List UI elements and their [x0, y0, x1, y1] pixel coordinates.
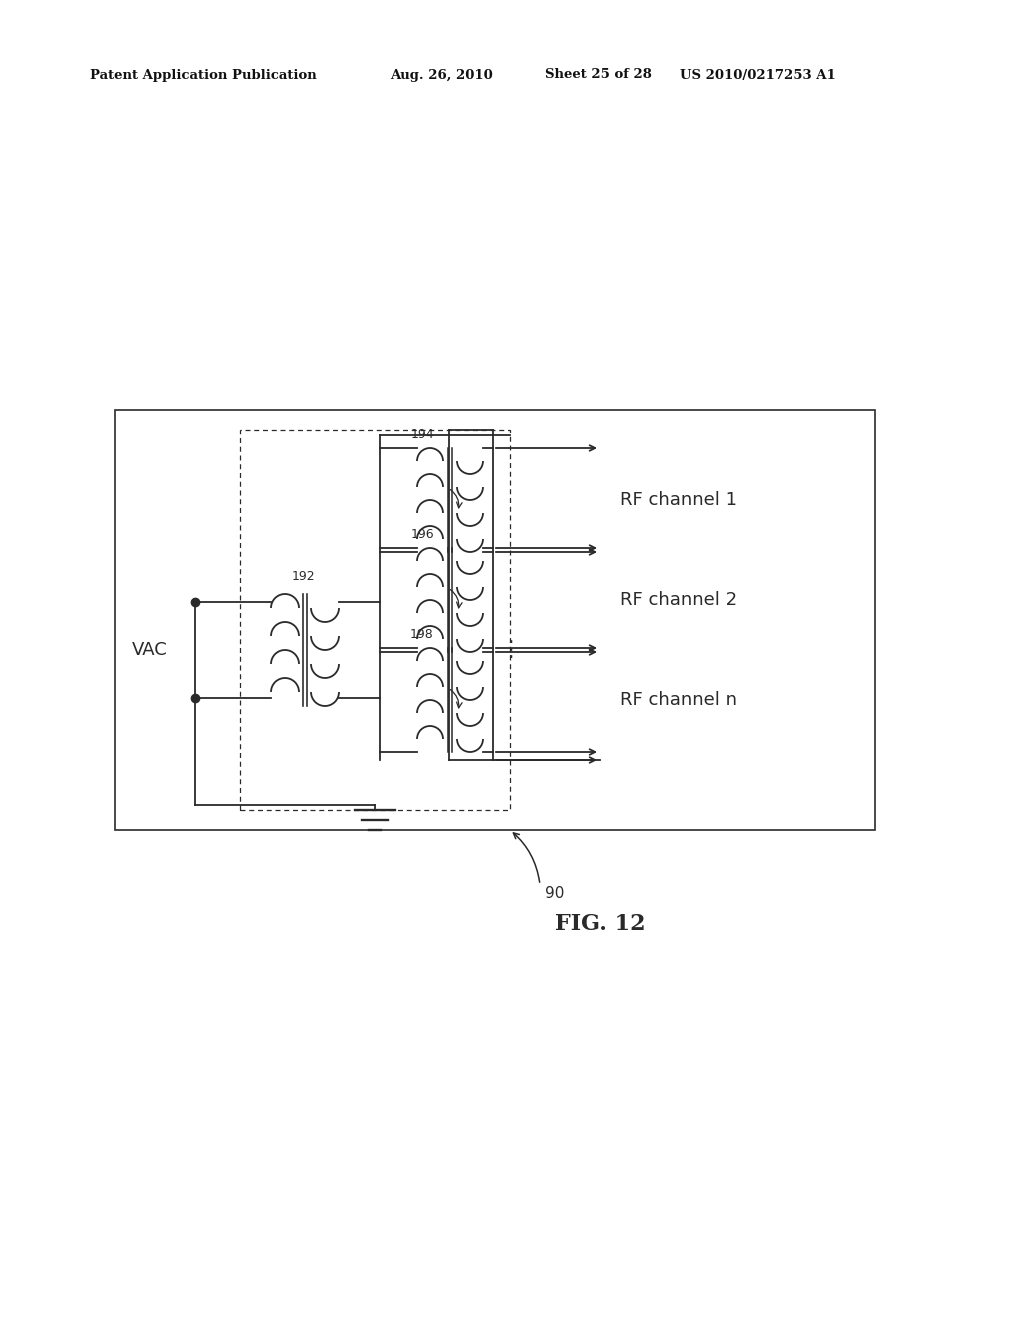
Bar — [115, 411, 874, 830]
Text: 196: 196 — [411, 528, 434, 541]
Text: RF channel 2: RF channel 2 — [620, 591, 737, 609]
Text: 192: 192 — [291, 570, 314, 583]
Text: RF channel 1: RF channel 1 — [620, 491, 737, 510]
Text: 198: 198 — [411, 628, 434, 642]
Text: Sheet 25 of 28: Sheet 25 of 28 — [545, 69, 652, 82]
Bar — [240, 430, 510, 810]
Text: Patent Application Publication: Patent Application Publication — [90, 69, 316, 82]
Text: Aug. 26, 2010: Aug. 26, 2010 — [390, 69, 493, 82]
Text: FIG. 12: FIG. 12 — [555, 913, 645, 935]
Text: VAC: VAC — [132, 642, 168, 659]
Text: US 2010/0217253 A1: US 2010/0217253 A1 — [680, 69, 836, 82]
Text: 194: 194 — [411, 428, 434, 441]
Text: ⋮: ⋮ — [499, 640, 521, 660]
Text: RF channel n: RF channel n — [620, 690, 737, 709]
Text: 90: 90 — [546, 886, 564, 902]
